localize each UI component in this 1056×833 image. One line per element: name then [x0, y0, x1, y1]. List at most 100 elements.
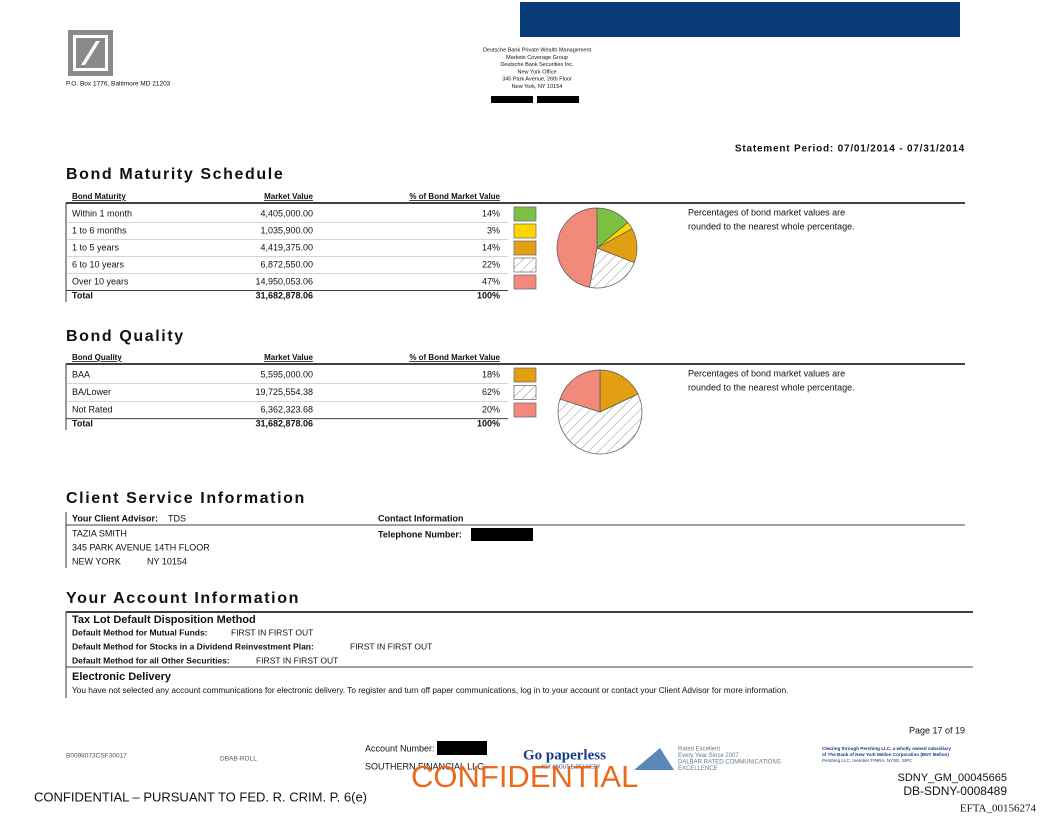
total-percent: 100% [477, 290, 500, 300]
total-percent: 100% [477, 418, 500, 428]
advisor-city: NEW YORK [72, 556, 121, 566]
market-value: 6,872,550.00 [260, 259, 313, 269]
paperless-sub: ASK ABOUT E-DELIVERY [541, 764, 601, 770]
total-label: Total [72, 290, 93, 300]
dalbar-line: Rated Excellent [678, 747, 720, 753]
legend-swatch [513, 240, 537, 256]
paperless: Go paperless [523, 747, 606, 763]
method-label: Default Method for Stocks in a Dividend … [72, 641, 314, 651]
total-label: Total [72, 418, 93, 428]
pie-slice [589, 247, 635, 289]
note: rounded to the nearest whole percentage. [688, 221, 855, 231]
advisor-street: 345 PARK AVENUE 14TH FLOOR [72, 542, 210, 552]
row-label: BAA [72, 369, 90, 379]
column-header: Market Value [264, 192, 313, 201]
note: Percentages of bond market values are [688, 207, 845, 217]
bank-line: Markets Coverage Group [506, 55, 568, 61]
pie-slice [559, 369, 601, 413]
column-header: Bond Quality [72, 353, 122, 362]
pershing-line: of The Bank of New York Mellon Corporati… [822, 752, 949, 757]
phone-label: Telephone Number: [378, 529, 462, 539]
percent: 62% [482, 387, 500, 397]
address: P.O. Box 1776, Baltimore MD 21203 [66, 81, 171, 88]
note: rounded to the nearest whole percentage. [688, 382, 855, 392]
percent: 18% [482, 369, 500, 379]
pie-slice [556, 207, 598, 288]
bank-line: New York Office [517, 69, 556, 75]
note: Percentages of bond market values are [688, 368, 845, 378]
section-title: Your Account Information [66, 590, 300, 607]
method-value: FIRST IN FIRST OUT [231, 627, 313, 637]
pershing: Clearing through Pershing LLC, a wholly … [822, 746, 951, 763]
column-header: Market Value [264, 353, 313, 362]
bank-line: Deutsche Bank Securities Inc. [500, 62, 574, 68]
row-label: Over 10 years [72, 276, 129, 286]
dalbar-line: EXCELLENCE [678, 766, 718, 772]
row-label: Within 1 month [72, 208, 132, 218]
redaction [491, 96, 533, 103]
percent: 14% [482, 208, 500, 218]
market-value: 6,362,323.68 [260, 404, 313, 414]
advisor-state-zip: NY 10154 [147, 556, 187, 566]
advisor-label: Your Client Advisor: [72, 513, 158, 523]
electronic-text: You have not selected any account commun… [72, 685, 788, 695]
doc-code: B0098073CSF30017 [66, 753, 127, 760]
contact-label: Contact Information [378, 513, 464, 523]
pie-slice [557, 393, 643, 455]
bates-id: DB-SDNY-0008489 [903, 784, 1007, 798]
market-value: 5,595,000.00 [260, 369, 313, 379]
tax-lot-title: Tax Lot Default Disposition Method [72, 614, 256, 626]
legend-swatch [513, 402, 537, 418]
percent: 22% [482, 259, 500, 269]
bates-id: SDNY_GM_00045665 [898, 772, 1007, 784]
percent: 20% [482, 404, 500, 414]
account-label: Account Number: [365, 743, 435, 753]
roll: DBAB-ROLL [220, 756, 257, 763]
market-value: 4,405,000.00 [260, 208, 313, 218]
column-header: % of Bond Market Value [409, 192, 500, 201]
confidential-stamp: CONFIDENTIAL [411, 759, 638, 794]
bank-line: New York, NY 10154 [512, 84, 563, 90]
page-number: Page 17 of 19 [909, 725, 965, 735]
market-value: 19,725,554.38 [255, 387, 313, 397]
redaction [471, 528, 533, 541]
header-bar [520, 2, 960, 37]
legend-swatch [513, 367, 537, 383]
row-label: 6 to 10 years [72, 259, 125, 269]
column-header: Bond Maturity [72, 192, 126, 201]
advisor-name: TAZIA SMITH [72, 528, 127, 538]
confidential-notice: CONFIDENTIAL – PURSUANT TO FED. R. CRIM.… [34, 789, 367, 804]
dalbar-icon [634, 748, 674, 770]
electronic-title: Electronic Delivery [72, 671, 172, 683]
legend-swatch [513, 274, 537, 290]
efta-id: EFTA_00156274 [960, 803, 1037, 815]
percent: 14% [482, 242, 500, 252]
section-title: Bond Maturity Schedule [66, 166, 284, 183]
total-value: 31,682,878.06 [255, 290, 313, 300]
dalbar-line: Every Year Since 2007 [678, 753, 739, 759]
legend-swatch [513, 385, 537, 400]
redaction [537, 96, 579, 103]
legend-swatch [513, 206, 537, 222]
dalbar-line: DALBAR RATED COMMUNICATIONS [678, 760, 781, 766]
row-label: 1 to 6 months [72, 225, 127, 235]
legend-swatch [513, 223, 537, 239]
redaction [437, 741, 487, 755]
bank-line: 345 Park Avenue, 26th Floor [502, 77, 572, 83]
bank-line: Deutsche Bank Private Wealth Management [483, 47, 592, 53]
market-value: 14,950,053.06 [255, 276, 313, 286]
row-label: BA/Lower [72, 387, 111, 397]
logo [68, 30, 113, 76]
advisor: TDS [168, 513, 186, 523]
legend-swatch [513, 257, 537, 273]
account-name: SOUTHERN FINANCIAL LLC [365, 761, 484, 771]
bank-address: Deutsche Bank Private Wealth Management M… [483, 47, 592, 90]
percent: 3% [487, 225, 500, 235]
method-label: Default Method for all Other Securities: [72, 655, 230, 665]
section-title: Client Service Information [66, 490, 306, 507]
statement-period: Statement Period: 07/01/2014 - 07/31/201… [735, 144, 965, 155]
row-label: 1 to 5 years [72, 242, 120, 252]
market-value: 1,035,900.00 [260, 225, 313, 235]
total-value: 31,682,878.06 [255, 418, 313, 428]
